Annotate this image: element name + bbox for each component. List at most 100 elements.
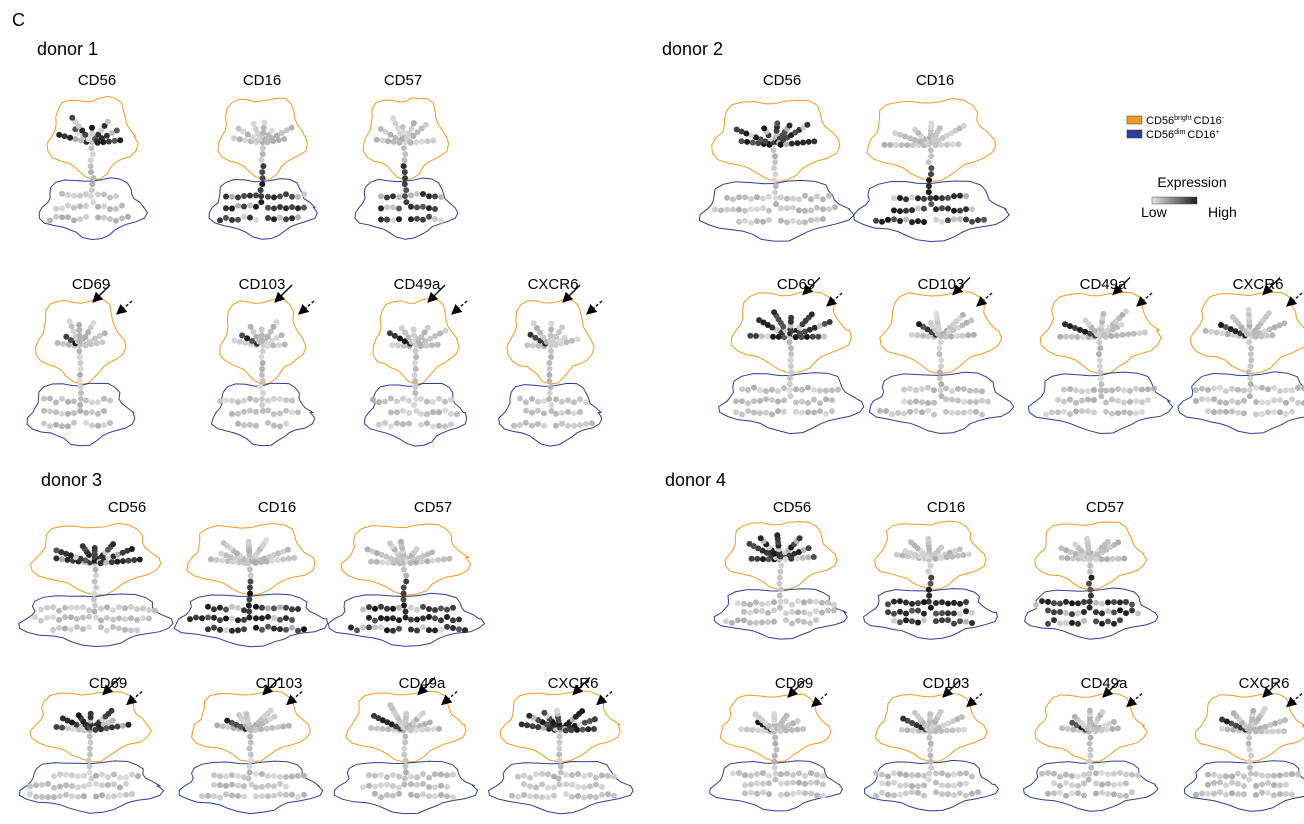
legend-swatch [1126, 115, 1143, 125]
cell-dot [101, 203, 107, 210]
cell-dot [1248, 357, 1255, 364]
cell-dot [955, 409, 961, 416]
cell-dot [275, 550, 282, 557]
cell-dot [813, 598, 819, 605]
cell-dot [957, 207, 963, 214]
cell-dot [57, 783, 63, 790]
cell-dot [1063, 771, 1069, 778]
cell-dot [931, 411, 937, 418]
cell-dot [400, 407, 406, 414]
cell-dot [229, 792, 235, 799]
cell-dot [563, 791, 569, 797]
cell-dot [775, 398, 781, 405]
cell-dot [258, 157, 265, 164]
cell-dot [289, 397, 295, 404]
cell-dot [386, 540, 393, 547]
cell-dot [771, 764, 778, 771]
cell-dot [241, 408, 247, 415]
cell-dot [1193, 791, 1199, 798]
cell-dot [1205, 771, 1211, 778]
cell-dot [277, 204, 283, 210]
cell-dot [1127, 387, 1133, 394]
cell-dot [400, 566, 407, 573]
cell-dot [933, 789, 939, 796]
cell-dot [931, 387, 937, 394]
cell-dot [581, 784, 587, 791]
cell-dot [98, 726, 104, 733]
cell-dot [955, 141, 962, 148]
cell-dot [152, 607, 158, 614]
cell-dot [777, 728, 784, 735]
cell-dot [229, 411, 235, 417]
cell-dot [745, 408, 751, 415]
cell-dot [219, 723, 226, 730]
cell-dot [301, 204, 307, 211]
cell-dot [1067, 411, 1073, 418]
cell-dot [900, 715, 907, 722]
cell-dot [384, 216, 390, 223]
cell-dot [246, 745, 253, 752]
cell-dot [1091, 387, 1097, 393]
cell-dot [249, 338, 256, 344]
cell-dot [392, 120, 399, 127]
cell-dot [904, 727, 911, 734]
cell-dot [1061, 386, 1067, 393]
cell-dot [790, 204, 796, 211]
cell-dot [819, 609, 825, 616]
cell-dot [277, 604, 283, 611]
cell-dot [801, 609, 807, 616]
cell-dot [41, 407, 47, 414]
expression-gradient [1151, 196, 1198, 205]
tree-plot [1022, 692, 1159, 812]
cell-dot [754, 218, 760, 225]
cell-dot [954, 716, 961, 723]
cell-dot [1099, 620, 1105, 627]
cell-dot [909, 772, 915, 779]
cell-dot [111, 771, 117, 778]
cell-dot [742, 194, 748, 201]
cell-dot [754, 555, 761, 562]
cell-dot [786, 339, 793, 346]
cell-dot [771, 711, 777, 718]
cell-dot [45, 780, 51, 787]
cell-dot [1261, 705, 1268, 712]
arrow-dashed [1136, 292, 1153, 307]
tree-plot [488, 689, 634, 815]
region-outline [354, 177, 459, 240]
cell-dot [960, 552, 967, 559]
cell-dot [533, 771, 539, 778]
cell-dot [749, 139, 756, 146]
cell-dot [271, 713, 278, 720]
cell-dot [1217, 399, 1223, 406]
cell-dot [951, 782, 957, 789]
cell-dot [81, 793, 87, 800]
cell-dot [364, 546, 371, 553]
cell-dot [1133, 385, 1139, 392]
cell-dot [438, 771, 444, 778]
cell-dot [821, 320, 828, 327]
cell-dot [921, 782, 927, 789]
cell-dot [414, 774, 420, 781]
cell-dot [59, 423, 65, 430]
cell-dot [605, 772, 611, 779]
cell-dot [402, 151, 409, 158]
cell-dot [1271, 397, 1277, 404]
cell-dot [807, 598, 813, 605]
cell-dot [444, 783, 450, 790]
cell-dot [384, 781, 390, 788]
cell-dot [263, 537, 270, 544]
cell-dot [77, 372, 84, 378]
cell-dot [1246, 387, 1253, 394]
cell-dot [72, 554, 79, 561]
cell-dot [772, 171, 779, 178]
cell-dot [948, 333, 955, 340]
cell-dot [280, 556, 287, 563]
cell-dot [235, 216, 241, 223]
cell-dot [420, 781, 426, 787]
cell-dot [1133, 410, 1139, 417]
cell-dot [277, 193, 283, 200]
cell-dot [1063, 598, 1069, 605]
cell-dot [949, 396, 955, 403]
cell-dot [772, 183, 779, 190]
cell-dot [280, 723, 287, 730]
